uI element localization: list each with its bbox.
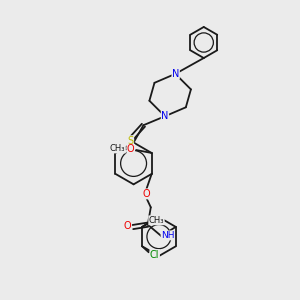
Text: N: N: [161, 111, 169, 121]
Text: O: O: [127, 144, 135, 154]
Text: N: N: [172, 69, 179, 79]
Text: O: O: [142, 189, 150, 199]
Text: O: O: [124, 221, 131, 231]
Text: CH₃: CH₃: [110, 144, 125, 153]
Text: S: S: [128, 136, 134, 146]
Text: CH₃: CH₃: [149, 216, 164, 225]
Text: NH: NH: [161, 231, 175, 240]
Text: Cl: Cl: [150, 250, 159, 260]
